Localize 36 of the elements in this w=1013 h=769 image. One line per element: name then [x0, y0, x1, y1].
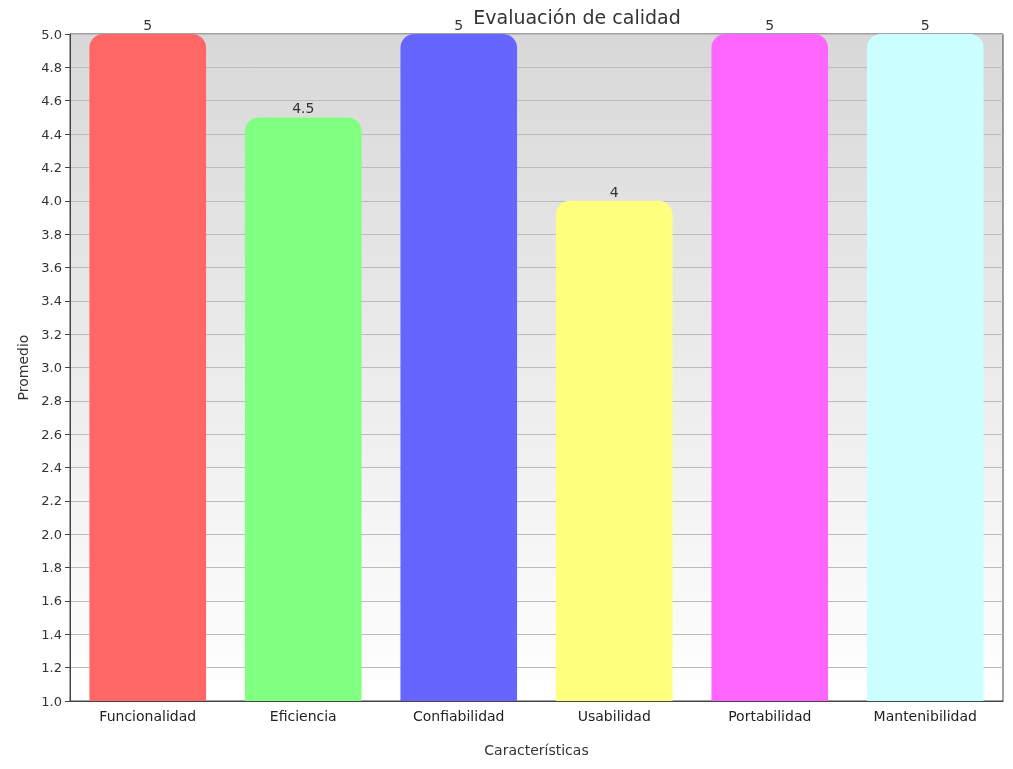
x-axis-title: Características [484, 742, 589, 758]
data-label: 4.5 [292, 100, 315, 117]
y-tick-label: 5.0 [41, 26, 62, 42]
data-label: 4 [609, 183, 619, 200]
data-label: 5 [143, 17, 153, 33]
y-tick-label: 1.2 [41, 660, 62, 676]
y-tick-label: 2.0 [41, 526, 62, 542]
y-tick-label: 3.2 [41, 326, 62, 342]
x-tick-label: Mantenibilidad [873, 708, 977, 724]
y-tick-label: 1.4 [41, 626, 62, 642]
x-tick-label: Funcionalidad [99, 708, 197, 724]
y-tick-label: 3.4 [41, 293, 62, 309]
y-tick-label: 4.8 [41, 59, 62, 75]
y-tick-label: 4.6 [41, 93, 62, 109]
y-tick-label: 1.8 [41, 560, 62, 576]
y-tick-label: 2.4 [41, 460, 62, 476]
y-tick-label: 2.2 [41, 493, 62, 509]
y-tick-label: 2.8 [41, 393, 62, 409]
y-tick-label: 3.6 [41, 259, 62, 275]
x-tick-label: Usabilidad [577, 708, 651, 724]
y-tick-label: 4.4 [41, 126, 62, 142]
y-tick-label: 1.6 [41, 593, 62, 609]
y-tick-label: 4.2 [41, 159, 62, 175]
y-axis-title: Promedio [15, 334, 31, 401]
data-label: 5 [920, 17, 930, 33]
y-tick-label: 2.6 [41, 426, 62, 442]
x-tick-label: Eficiencia [269, 708, 337, 724]
data-label: 5 [454, 17, 464, 33]
y-tick-label: 3.0 [41, 360, 62, 375]
y-tick-label: 1.0 [41, 693, 62, 709]
y-tick-label: 3.8 [41, 226, 62, 242]
x-tick-label: Portabilidad [728, 708, 812, 724]
x-tick-label: Confiabilidad [412, 708, 505, 724]
chart-title: Evaluación de calidad [473, 5, 681, 28]
y-tick-label: 4.0 [41, 193, 62, 209]
data-label: 5 [765, 17, 775, 33]
